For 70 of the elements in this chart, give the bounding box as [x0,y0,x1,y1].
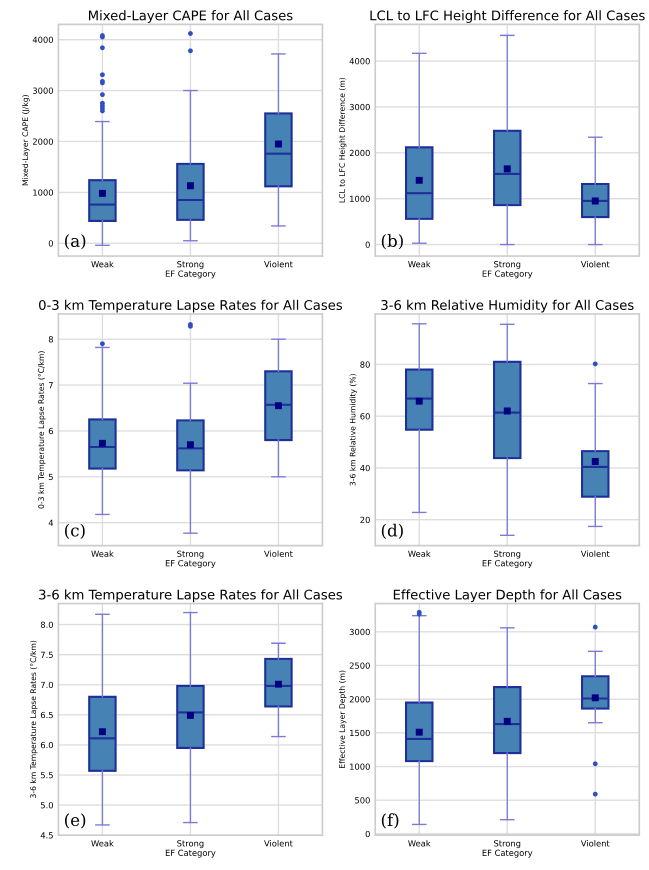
x-tick-label: Strong [177,261,204,269]
y-tick-label: 7.0 [40,682,53,688]
y-tick-label: 20 [360,516,370,524]
x-tick-label: Violent [580,840,610,847]
x-tick-label: Strong [494,261,520,269]
y-tick-label: 500 [355,797,370,804]
x-tick-label: Violent [264,260,293,268]
x-tick-label: Weak [408,840,431,847]
x-tick-label: Violent [264,550,293,557]
y-tick-label: 1000 [350,763,370,770]
x-tick-label: Violent [264,840,293,847]
y-tick-label: 1500 [350,730,370,736]
annotation: (e) [65,813,86,829]
y-tick-label: 1000 [33,189,53,196]
y-tick-label: 3000 [350,628,370,636]
x-tick-label: Weak [408,550,431,557]
y-tick-label: 80 [360,361,370,368]
annotation: (b) [382,234,403,250]
y-tick-label: 3000 [350,104,370,110]
annotation: (d) [382,524,403,539]
y-tick-label: 2000 [32,138,53,145]
y-tick-label: 1000 [350,196,370,202]
x-tick-label: Strong [177,550,204,559]
annotation: (a) [65,234,86,250]
y-tick-label: 5.5 [40,772,53,778]
y-tick-label: 3000 [32,88,53,94]
annotation: (c) [65,524,85,539]
x-tick-label: Strong [494,840,520,848]
annotation: (f) [382,813,398,829]
x-axis-title: EF Category [482,850,532,858]
chart-title: 0-3 km Temperature Lapse Rates for All Cases [39,300,342,313]
y-tick-label: 60 [360,413,370,420]
y-tick-label: 5 [48,474,53,480]
y-tick-label: 8.0 [40,622,53,628]
x-tick-label: Weak [91,260,114,268]
chart-title: 3-6 km Relative Humidity for All Cases [381,300,634,313]
x-axis-title: EF Category [166,850,216,858]
y-tick-label: 4.5 [40,832,53,838]
x-axis-title: EF Category [166,560,216,568]
y-tick-label: 5.0 [40,802,53,808]
x-tick-label: Weak [408,260,431,268]
y-tick-label: 4000 [350,58,370,64]
x-tick-label: Weak [91,550,114,557]
x-tick-label: Weak [91,840,114,847]
y-tick-label: 6.0 [40,742,53,748]
chart-title: 3-6 km Temperature Lapse Rates for All Cases [39,589,342,602]
y-tick-label: 0 [366,242,370,248]
y-tick-label: 8 [48,336,53,342]
x-tick-label: Violent [580,260,610,268]
y-tick-label: 0 [366,830,370,838]
chart-title: Effective Layer Depth for All Cases [394,589,622,602]
chart-title: Mixed-Layer CAPE for All Cases [88,10,293,23]
chart-title: LCL to LFC Height Difference for All Cases [370,10,645,23]
y-tick-label: 2500 [350,662,370,669]
x-tick-label: Strong [177,840,204,848]
x-axis-title: EF Category [482,270,532,278]
y-tick-label: 0 [48,240,53,247]
y-tick-label: 40 [360,464,370,472]
x-tick-label: Strong [494,550,520,559]
y-tick-label: 2000 [350,696,370,702]
y-tick-label: 7.5 [40,652,53,658]
y-tick-label: 2000 [350,150,370,156]
x-tick-label: Violent [580,550,610,557]
y-tick-label: 7 [48,382,53,388]
y-tick-label: 6.5 [40,712,53,718]
y-tick-label: 4 [48,520,54,526]
y-tick-label: 4000 [32,36,53,43]
y-tick-label: 6 [48,428,54,434]
x-axis-title: EF Category [166,270,216,278]
x-axis-title: EF Category [482,560,532,568]
